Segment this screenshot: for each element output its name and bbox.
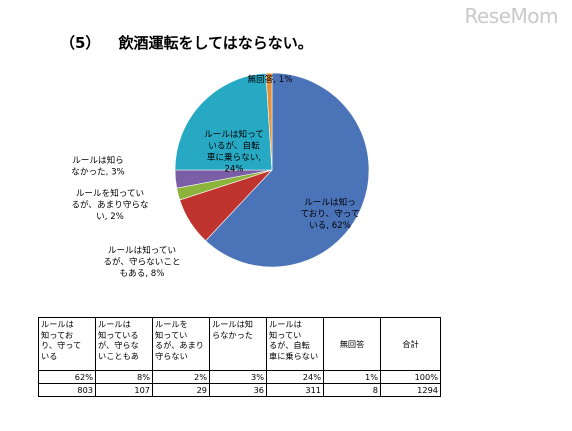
count-cell: 1294: [380, 383, 441, 397]
count-cell: 29: [152, 383, 210, 397]
percent-cell: 1%: [323, 370, 381, 384]
percent-cell: 8%: [95, 370, 153, 384]
table-header-cell: ルールは知 らなかった: [209, 317, 267, 371]
data-table: ルールは 知ってお り、守って いる ルールは 知っている が、守らな いこともあ ルールを 知っ…: [38, 317, 441, 397]
table-count-row: 803 107 29 36 311 8 1294: [38, 383, 441, 397]
slice-label-5: ルールは知っているが、自転車に乗らない, 24%: [204, 128, 264, 175]
table-header-cell: ルールは 知ってい るが、自転 車に乗らない: [266, 317, 324, 371]
table-header-cell: ルールは 知っている が、守らな いこともあ: [95, 317, 153, 371]
title-number: （5）: [60, 34, 101, 52]
page-title: （5） 飲酒運転をしてはならない。: [60, 32, 313, 53]
table-header-cell: ルールは 知ってお り、守って いる: [38, 317, 96, 371]
slice-label-4: ルールは知らなかった, 3%: [71, 154, 124, 178]
percent-cell: 3%: [209, 370, 267, 384]
slice-label-6: 無回答, 1%: [248, 73, 293, 85]
count-cell: 107: [95, 383, 153, 397]
count-cell: 803: [38, 383, 96, 397]
pie-chart: ルールは知っており、守っている, 62% ルールは知っているが、守らないこともある…: [71, 72, 370, 279]
count-cell: 36: [209, 383, 267, 397]
count-cell: 8: [323, 383, 381, 397]
table-header-cell: 無回答: [323, 317, 381, 371]
table-header-row: ルールは 知ってお り、守って いる ルールは 知っている が、守らな いこともあ ルールを 知っ…: [38, 317, 441, 371]
pie-slice-6: [265, 72, 273, 171]
pie-slice-5: [174, 72, 273, 171]
slice-label-2: ルールは知っているが、守らないこともある, 8%: [103, 244, 180, 279]
percent-cell: 62%: [38, 370, 96, 384]
table-header-cell: ルールを 知ってい るが、あまり 守らない: [152, 317, 210, 371]
slice-label-1: ルールは知っており、守っている, 62%: [300, 196, 359, 231]
table-header-cell: 合計: [380, 317, 441, 371]
title-text: 飲酒運転をしてはならない。: [118, 34, 313, 52]
percent-cell: 100%: [380, 370, 441, 384]
percent-cell: 24%: [266, 370, 324, 384]
count-cell: 311: [266, 383, 324, 397]
slice-label-3: ルールを知っているが、あまり守らない, 2%: [71, 187, 148, 222]
pie-slice-1: [205, 72, 370, 268]
table-percent-row: 62% 8% 2% 3% 24% 1% 100%: [38, 370, 441, 384]
percent-cell: 2%: [152, 370, 210, 384]
resemom-watermark: ReseMom: [464, 4, 558, 28]
